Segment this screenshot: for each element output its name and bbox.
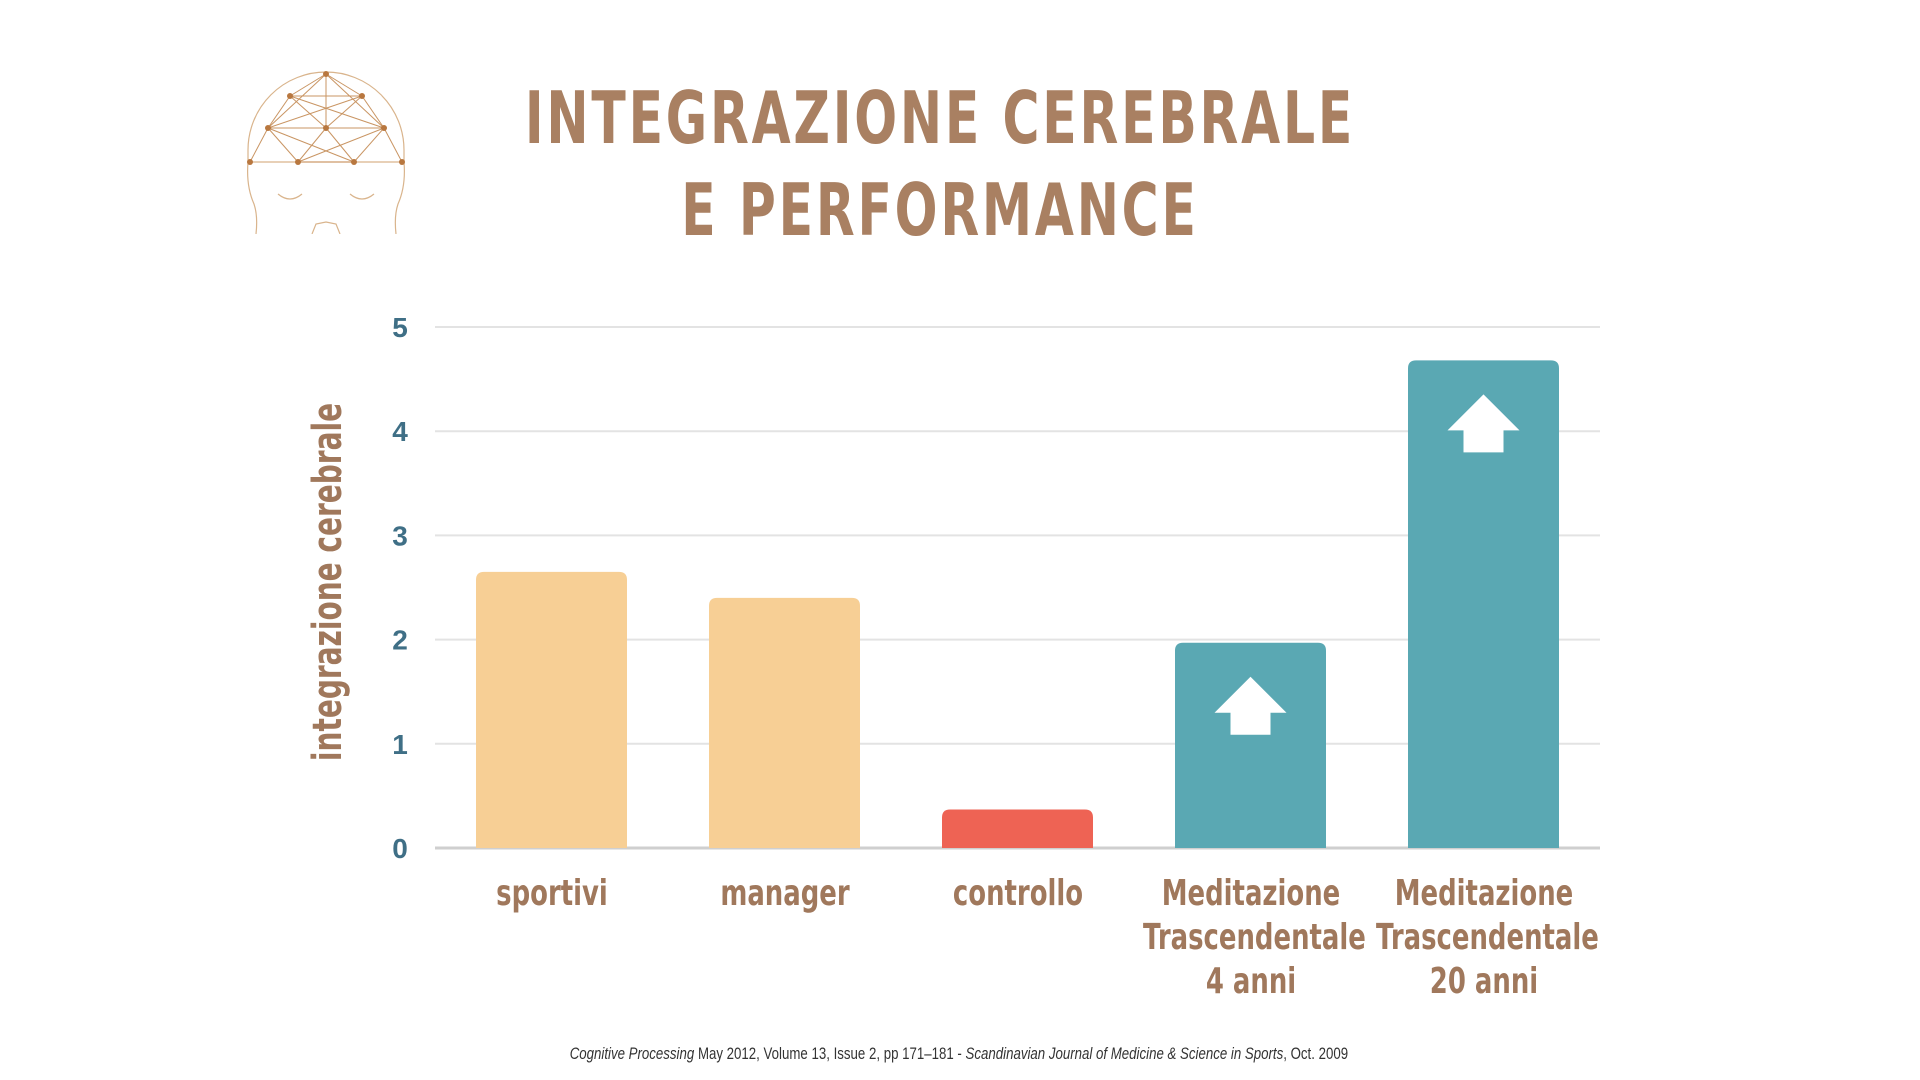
y-axis-ticks: 0 1 2 3 4 5 [392,312,408,864]
y-tick-label: 3 [392,520,408,551]
y-tick-label: 0 [392,833,408,864]
bar-1 [709,597,860,848]
y-tick-label: 4 [392,416,408,447]
up-arrow-icon [1447,394,1520,453]
page-title-line-2: E PERFORMANCE [681,168,1199,252]
x-tick-label: Meditazione Trascendentale 4 anni [1142,873,1366,1002]
citation-text-2: , Oct. 2009 [1283,1044,1349,1063]
bar-2 [942,809,1093,848]
bar-0 [476,571,627,848]
citation-text-1: May 2012, Volume 13, Issue 2, pp 171–181… [694,1044,966,1063]
y-axis-label: integrazione cerebrale [305,402,351,762]
page-title-line-1: INTEGRAZIONE CEREBRALE [524,76,1356,160]
citation: Cognitive Processing May 2012, Volume 13… [210,1044,1708,1064]
up-arrow-icon [1214,676,1287,735]
x-tick-label: controllo [952,873,1083,914]
citation-journal-2: Scandinavian Journal of Medicine & Scien… [965,1044,1284,1063]
y-tick-label: 1 [392,729,408,760]
y-tick-label: 2 [392,625,408,656]
x-tick-label: Meditazione Trascendentale 20 anni [1375,873,1599,1002]
bar-4 [1408,360,1559,848]
citation-journal-1: Cognitive Processing [569,1044,695,1063]
brain-network-head-icon [247,71,405,234]
chart-bars [476,360,1559,848]
x-tick-label: manager [719,873,850,914]
y-tick-label: 5 [392,312,408,343]
bar-3 [1175,642,1326,848]
x-tick-label: sportivi [495,873,608,914]
